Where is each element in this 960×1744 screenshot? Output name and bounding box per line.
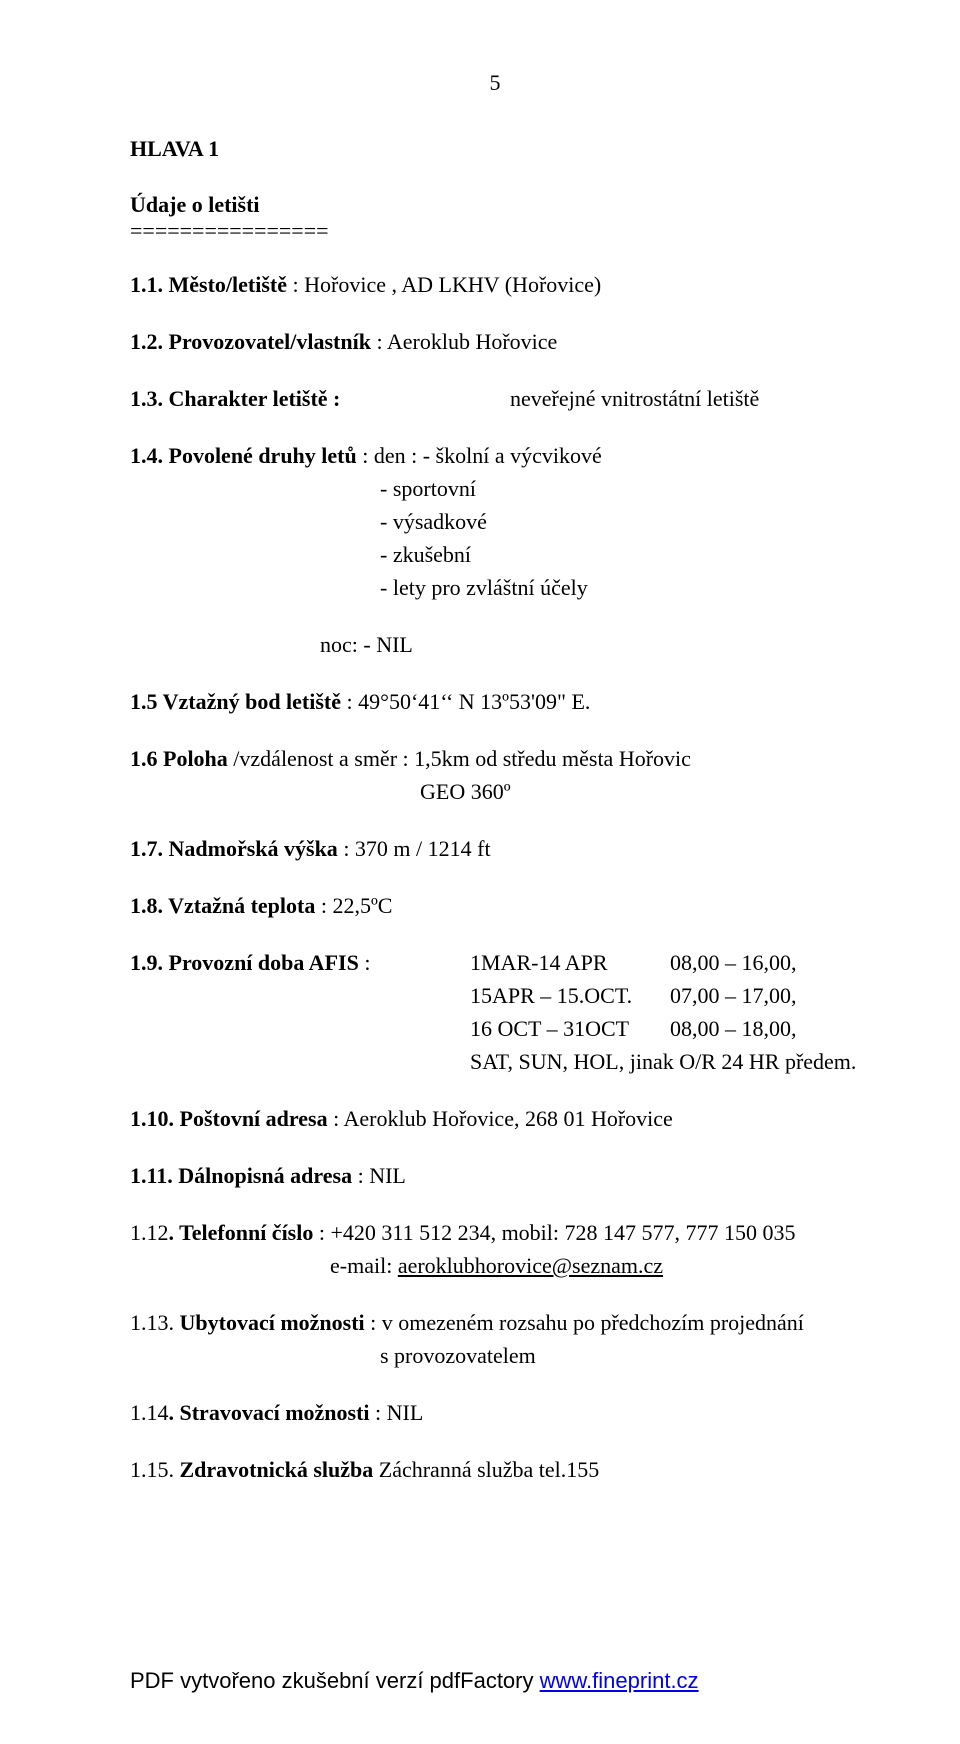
num-1-12: 1.12 — [130, 1220, 169, 1245]
op-c2-0: 1MAR-14 APR — [470, 946, 670, 979]
value-1-12: : +420 311 512 234, mobil: 728 147 577, … — [313, 1220, 795, 1245]
num-1-14: 1.14 — [130, 1400, 169, 1425]
item-1-4-c: - zkušební — [130, 538, 860, 571]
label-1-1: 1.1. Město/letiště — [130, 272, 287, 297]
op-c2-2: 16 OCT – 31OCT — [470, 1012, 670, 1045]
item-1-4-d: - lety pro zvláštní účely — [130, 571, 860, 604]
value-1-11: : NIL — [358, 1163, 406, 1188]
label-1-8: 1.8. Vztažná teplota — [130, 893, 315, 918]
section-1-10: 1.10. Poštovní adresa : Aeroklub Hořovic… — [130, 1102, 860, 1135]
label-1-7: 1.7. Nadmořská výška — [130, 836, 338, 861]
intro-1-4: : den : - školní a výcvikové — [362, 443, 602, 468]
email-label: e-mail: — [330, 1253, 398, 1278]
value-1-6-b: GEO 360º — [130, 775, 860, 808]
value-1-6-a: /vzdálenost a směr : 1,5km od středu měs… — [233, 746, 691, 771]
op-c3-2: 08,00 – 18,00, — [670, 1012, 860, 1045]
num-1-15: 1.15. — [130, 1457, 180, 1482]
label-1-9: 1.9. Provozní doba AFIS — [130, 950, 359, 975]
label-1-4: 1.4. Povolené druhy letů — [130, 443, 357, 468]
footer-link[interactable]: www.fineprint.cz — [540, 1668, 699, 1693]
pdf-footer: PDF vytvořeno zkušební verzí pdfFactory … — [130, 1668, 699, 1694]
value-1-8: : 22,5ºC — [321, 893, 393, 918]
section-1-12: 1.12. Telefonní číslo : +420 311 512 234… — [130, 1216, 860, 1282]
value-1-2: : Aeroklub Hořovice — [376, 329, 557, 354]
value-1-14: : NIL — [370, 1400, 424, 1425]
section-1-15: 1.15. Zdravotnická služba Záchranná služ… — [130, 1453, 860, 1486]
section-1-5: 1.5 Vztažný bod letiště : 49°50‘41‘‘ N 1… — [130, 685, 860, 718]
item-1-4-a: - sportovní — [130, 472, 860, 505]
label-1-12: . Telefonní číslo — [169, 1220, 314, 1245]
subheading: Údaje o letišti — [130, 192, 860, 218]
value-1-7: : 370 m / 1214 ft — [343, 836, 490, 861]
value-1-13-b: s provozovatelem — [130, 1339, 860, 1372]
op-last: SAT, SUN, HOL, jinak O/R 24 HR předem. — [470, 1045, 856, 1078]
section-1-8: 1.8. Vztažná teplota : 22,5ºC — [130, 889, 860, 922]
value-1-15: Záchranná služba tel.155 — [373, 1457, 599, 1482]
label-1-14: . Stravovací možnosti — [169, 1400, 370, 1425]
section-1-14: 1.14. Stravovací možnosti : NIL — [130, 1396, 860, 1429]
item-1-4-b: - výsadkové — [130, 505, 860, 538]
label-1-5: 1.5 Vztažný bod letiště — [130, 689, 341, 714]
footer-text: PDF vytvořeno zkušební verzí pdfFactory — [130, 1668, 540, 1693]
op-c3-0: 08,00 – 16,00, — [670, 946, 860, 979]
label-1-10: 1.10. Poštovní adresa — [130, 1106, 328, 1131]
label-1-15: Zdravotnická služba — [180, 1457, 374, 1482]
value-1-1: : Hořovice , AD LKHV (Hořovice) — [293, 272, 602, 297]
label-1-11: 1.11. Dálnopisná adresa — [130, 1163, 352, 1188]
num-1-13: 1.13. — [130, 1310, 180, 1335]
section-1-13: 1.13. Ubytovací možnosti : v omezeném ro… — [130, 1306, 860, 1372]
document-page: 5 HLAVA 1 Údaje o letišti ==============… — [0, 0, 960, 1744]
label-1-6: 1.6 Poloha — [130, 746, 228, 771]
section-1-6: 1.6 Poloha /vzdálenost a směr : 1,5km od… — [130, 742, 860, 808]
value-1-10: : Aeroklub Hořovice, 268 01 Hořovice — [333, 1106, 673, 1131]
page-number: 5 — [130, 70, 860, 96]
label-1-3: 1.3. Charakter letiště : — [130, 386, 340, 411]
section-1-3: 1.3. Charakter letiště : neveřejné vnitr… — [130, 382, 860, 415]
label-1-13: Ubytovací možnosti — [180, 1310, 365, 1335]
op-c2-1: 15APR – 15.OCT. — [470, 979, 670, 1012]
section-1-7: 1.7. Nadmořská výška : 370 m / 1214 ft — [130, 832, 860, 865]
noc-1-4: noc: - NIL — [130, 628, 860, 661]
value-1-3: neveřejné vnitrostátní letiště — [510, 386, 759, 411]
op-c3-1: 07,00 – 17,00, — [670, 979, 860, 1012]
value-1-13-a: : v omezeném rozsahu po předchozím proje… — [365, 1310, 804, 1335]
section-1-2: 1.2. Provozovatel/vlastník : Aeroklub Ho… — [130, 325, 860, 358]
subheading-block: Údaje o letišti ================ — [130, 192, 860, 244]
divider-rule: ================ — [130, 218, 860, 244]
section-1-9: 1.9. Provozní doba AFIS : 1MAR-14 APR 08… — [130, 946, 860, 1078]
section-1-11: 1.11. Dálnopisná adresa : NIL — [130, 1159, 860, 1192]
section-1-4: 1.4. Povolené druhy letů : den : - školn… — [130, 439, 860, 661]
value-1-5: : 49°50‘41‘‘ N 13º53'09" E. — [347, 689, 591, 714]
email-link[interactable]: aeroklubhorovice@seznam.cz — [398, 1253, 663, 1278]
heading-hlava-1: HLAVA 1 — [130, 136, 860, 162]
label-1-2: 1.2. Provozovatel/vlastník — [130, 329, 371, 354]
section-1-1: 1.1. Město/letiště : Hořovice , AD LKHV … — [130, 268, 860, 301]
